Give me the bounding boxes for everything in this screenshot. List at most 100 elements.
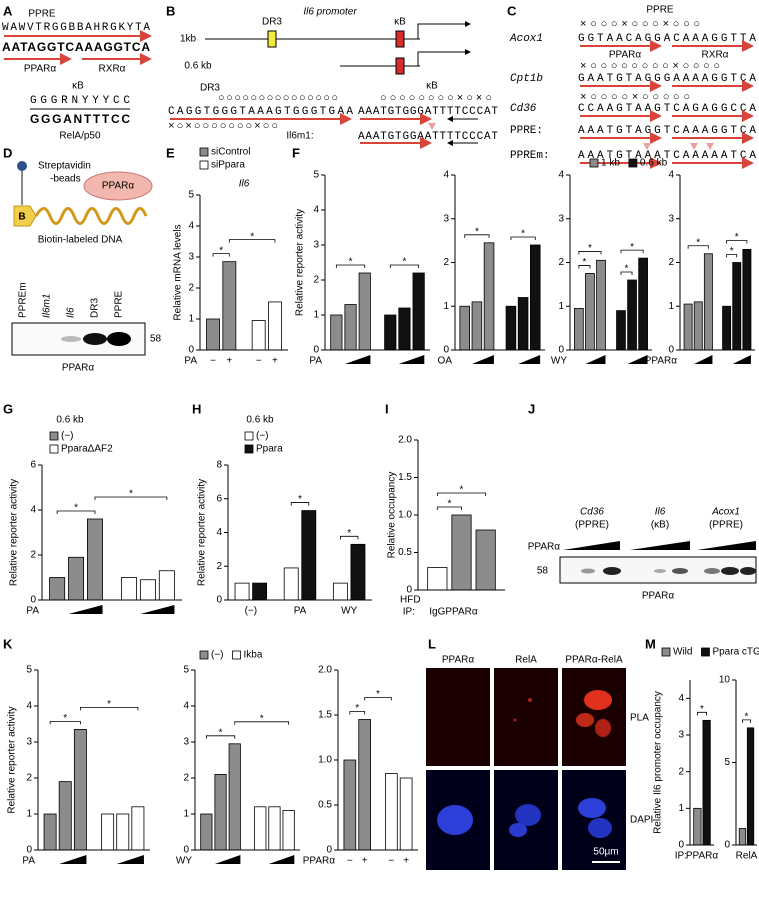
bead-label: Streptavidin: [38, 161, 91, 172]
bar: [344, 304, 357, 351]
bar: [228, 743, 241, 851]
y-tick-label: 1: [443, 301, 449, 312]
y-tick-label: 0: [30, 595, 36, 606]
significance-label: *: [298, 494, 302, 505]
x-axis-label: PA: [309, 356, 322, 367]
legend-label: Ikba: [244, 650, 263, 661]
panel-label: B: [166, 3, 175, 18]
significance-bracket: [79, 707, 139, 711]
panel-label: M: [645, 636, 656, 651]
significance-bracket: [228, 239, 276, 243]
panel-label: A: [3, 3, 13, 18]
dose-ramp: [398, 355, 425, 364]
y-tick-label: 0.5: [398, 547, 412, 558]
significance-label: *: [700, 704, 704, 715]
x-tick-label: −: [388, 856, 394, 867]
x-tick-label: +: [272, 356, 278, 367]
significance-bracket: [464, 234, 490, 238]
legend-label: Ppara: [256, 444, 283, 455]
y-tick-label: 4: [558, 170, 564, 181]
legend-swatch: [244, 444, 254, 454]
gene-label: PPREm:: [510, 150, 550, 162]
y-tick-label: 2: [26, 773, 32, 784]
gene-label: PPRE:: [510, 125, 543, 137]
y-tick-label: 0: [558, 345, 564, 356]
bar: [58, 781, 72, 851]
y-tick-label: 6: [30, 460, 36, 471]
bar: [252, 582, 268, 601]
significance-bracket: [726, 254, 738, 258]
y-tick-label: 5: [183, 665, 189, 676]
y-tick-label: 4: [216, 527, 222, 538]
bar: [332, 582, 348, 601]
significance-label: *: [696, 237, 700, 248]
legend-swatch: [49, 444, 59, 454]
y-tick-label: 5: [724, 757, 730, 768]
motif-title: PPRE: [646, 5, 674, 16]
blot-label: PPARα: [642, 591, 674, 602]
bar: [702, 719, 711, 846]
significance-label: *: [730, 246, 734, 257]
dose-ramp: [116, 855, 144, 864]
y-axis-label: Relative occupancy: [387, 472, 398, 559]
micrograph: [426, 668, 490, 766]
kb-site: [395, 30, 405, 48]
bar: [87, 518, 103, 601]
panel-b: Il6 promoter 1kb DR3 κB 0.6 kb DR3 ○○○○○…: [168, 7, 498, 149]
y-tick-label: 2: [30, 550, 36, 561]
y-tick-label: 5: [188, 190, 194, 201]
y-tick-label: 3: [183, 737, 189, 748]
bar: [530, 244, 541, 351]
legend-label: (−): [256, 431, 269, 442]
legend-swatch: [199, 160, 209, 170]
significance-label: *: [521, 229, 525, 240]
significance-label: *: [475, 226, 479, 237]
bar: [616, 310, 626, 351]
bar: [384, 314, 397, 351]
y-tick-label: 2: [188, 283, 194, 294]
y-tick-label: 2.0: [318, 665, 332, 676]
panel-label: L: [428, 636, 436, 651]
significance-bracket: [364, 697, 392, 701]
sequence-logo: GGGANTTTCC: [30, 112, 130, 126]
y-tick-label: 4: [183, 701, 189, 712]
bar: [282, 810, 295, 851]
significance-label: *: [349, 257, 353, 268]
bar: [350, 543, 366, 601]
y-tick-label: 2: [558, 257, 564, 268]
y-tick-label: 1.0: [398, 510, 412, 521]
motif-title: κB: [72, 81, 84, 92]
biotin-label: B: [18, 212, 25, 223]
x-tick-label: +: [226, 356, 232, 367]
bar: [206, 318, 220, 351]
x-tick-label: −: [347, 856, 353, 867]
y-tick-label: 4: [678, 693, 684, 704]
bar: [121, 577, 137, 601]
lane-label: Il6: [66, 307, 77, 318]
bar: [505, 305, 517, 351]
row-label: PLA: [630, 713, 649, 724]
dose-ramp: [472, 355, 494, 364]
legend-swatch: [661, 647, 671, 657]
x-tick-label: PPARα: [445, 607, 477, 618]
sequence: CCAAGTAAGTCAGAGGCCA: [578, 103, 756, 115]
legend-label: PparaΔAF2: [61, 444, 113, 455]
site-label: (κB): [651, 520, 669, 531]
y-tick-label: 1: [678, 803, 684, 814]
legend-label: 0.6 kb: [640, 158, 668, 169]
legend-swatch: [628, 158, 638, 168]
sequence: GGTAACAGGACAAAGGTTA: [578, 33, 756, 45]
legend-swatch: [701, 647, 710, 657]
protein: [83, 171, 153, 201]
significance-bracket: [726, 240, 748, 244]
bar: [627, 279, 637, 351]
y-tick-label: 2: [443, 257, 449, 268]
y-tick-label: 2.0: [398, 435, 412, 446]
y-tick-label: 2: [678, 766, 684, 777]
x-axis-label: PA: [184, 356, 197, 367]
x-tick-label: −: [210, 356, 216, 367]
x-axis-label: PPARα: [303, 856, 335, 867]
x-tick-label: PPARα: [686, 851, 718, 862]
bar: [200, 813, 213, 851]
gene-label: Cd36: [510, 103, 537, 115]
